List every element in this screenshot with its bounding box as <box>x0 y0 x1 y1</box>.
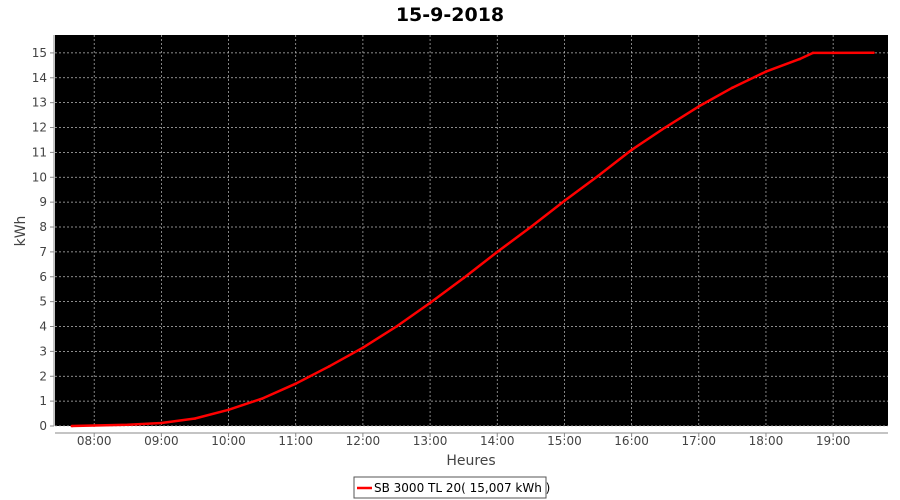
plot-area <box>55 35 888 426</box>
y-tick-label: 9 <box>39 195 47 209</box>
data-point <box>395 325 398 328</box>
y-tick-label: 15 <box>32 46 47 60</box>
x-tick-label: 11:00 <box>278 434 313 448</box>
y-tick-label: 1 <box>39 394 47 408</box>
legend: SB 3000 TL 20( 15,007 kWh ) <box>353 476 550 499</box>
x-tick-label: 15:00 <box>547 434 582 448</box>
data-point <box>495 250 499 254</box>
y-tick-label: 4 <box>39 320 47 334</box>
data-point <box>428 301 432 305</box>
y-tick-label: 6 <box>39 270 47 284</box>
data-point <box>764 70 768 73</box>
data-point <box>227 408 230 412</box>
y-tick-label: 2 <box>39 369 47 383</box>
data-point <box>596 174 600 178</box>
data-point <box>831 51 835 55</box>
y-tick-label: 12 <box>32 121 47 135</box>
data-point <box>126 423 130 427</box>
x-tick-label: 17:00 <box>681 434 716 448</box>
chart-title: 15-9-2018 <box>396 4 504 26</box>
y-tick-label: 10 <box>32 170 47 184</box>
data-point <box>872 51 875 55</box>
y-tick-label: 8 <box>39 220 47 234</box>
y-tick-label: 5 <box>39 295 47 309</box>
legend-box <box>353 476 547 499</box>
x-tick-label: 09:00 <box>144 434 179 448</box>
data-point <box>462 276 465 280</box>
x-axis-label: Heures <box>446 453 495 469</box>
grid <box>55 35 888 427</box>
x-tick-label: 19:00 <box>816 434 851 448</box>
data-point <box>697 105 701 108</box>
data-point <box>630 148 633 152</box>
x-tick-label: 16:00 <box>614 434 649 448</box>
x-tick-label: 08:00 <box>77 434 112 448</box>
y-tick-label: 13 <box>32 96 47 110</box>
data-point <box>563 199 566 203</box>
data-point <box>160 421 163 425</box>
y-axis-label: kWh <box>13 216 29 247</box>
data-point <box>92 424 96 427</box>
data-point <box>811 51 815 55</box>
x-tick-label: 14:00 <box>480 434 515 448</box>
data-point <box>193 417 197 420</box>
data-point <box>260 397 264 400</box>
data-point <box>328 365 331 368</box>
data-point <box>731 86 734 90</box>
data-point <box>529 225 533 229</box>
y-tick-label: 7 <box>39 245 47 259</box>
x-tick-label: 10:00 <box>211 434 246 448</box>
legend-label: SB 3000 TL 20( 15,007 kWh ) <box>374 481 550 495</box>
data-point <box>663 126 667 129</box>
x-tick-label: 12:00 <box>346 434 381 448</box>
series-group <box>70 51 875 428</box>
data-point <box>361 346 365 349</box>
y-tick-label: 11 <box>32 145 47 159</box>
y-tick-label: 3 <box>39 344 47 358</box>
data-point <box>70 424 74 428</box>
y-tick-label: 14 <box>32 71 47 85</box>
y-tick-label: 0 <box>39 419 47 433</box>
data-point <box>798 57 801 61</box>
series-line <box>71 51 874 428</box>
x-tick-label: 13:00 <box>413 434 448 448</box>
x-tick-label: 18:00 <box>749 434 784 448</box>
data-point <box>294 382 298 386</box>
